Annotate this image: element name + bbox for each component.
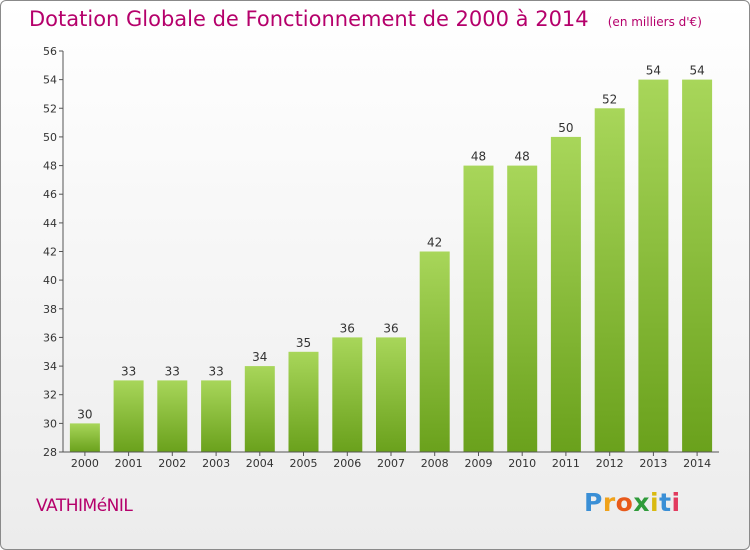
y-tick-label-42: 42: [43, 246, 57, 259]
x-tick-label-2006: 2006: [333, 457, 361, 470]
x-tick-label-2007: 2007: [377, 457, 405, 470]
data-label-2008: 42: [427, 236, 442, 250]
bar-2000: [69, 423, 100, 452]
bar-2012: [594, 108, 625, 453]
x-tick-label-2013: 2013: [639, 457, 667, 470]
bar-2001: [113, 380, 144, 452]
y-tick-label-48: 48: [43, 160, 57, 173]
data-label-2006: 36: [340, 321, 355, 335]
data-label-2003: 33: [208, 364, 223, 378]
y-tick-label-38: 38: [43, 303, 57, 316]
chart-subtitle: (en milliers d'€): [607, 15, 702, 29]
bar-2004: [244, 366, 275, 452]
x-tick-label-2008: 2008: [421, 457, 449, 470]
data-label-2009: 48: [471, 150, 486, 164]
data-label-2002: 33: [165, 364, 180, 378]
x-tick-label-2014: 2014: [683, 457, 711, 470]
axes-group: 2000 2001 2002 2003 2004 2005 2006 2007 2008 2009…: [43, 45, 719, 470]
bars-group: 30 33 33 33 34 35 36 36 42 48 48 50 52 54 54: [69, 64, 713, 453]
data-label-2007: 36: [383, 321, 398, 335]
y-tick-label-40: 40: [43, 274, 57, 287]
data-label-2011: 50: [558, 121, 573, 135]
y-tick-label-54: 54: [43, 74, 57, 87]
x-tick-label-2001: 2001: [115, 457, 143, 470]
chart-title-row: Dotation Globale de Fonctionnement de 20…: [29, 7, 702, 31]
x-tick-label-2011: 2011: [552, 457, 580, 470]
y-tick-label-46: 46: [43, 188, 57, 201]
data-label-2012: 52: [602, 92, 617, 106]
y-tick-label-50: 50: [43, 131, 57, 144]
data-label-2005: 35: [296, 336, 311, 350]
x-tick-label-2000: 2000: [71, 457, 99, 470]
bar-2007: [376, 337, 406, 452]
y-tick-label-44: 44: [43, 217, 57, 230]
data-label-2010: 48: [515, 150, 530, 164]
data-label-2001: 33: [121, 364, 136, 378]
x-tick-label-2004: 2004: [246, 457, 274, 470]
x-tick-label-2012: 2012: [596, 457, 624, 470]
bar-2010: [507, 165, 538, 452]
bar-2006: [332, 337, 363, 452]
y-tick-label-32: 32: [43, 389, 57, 402]
x-tick-label-2005: 2005: [290, 457, 318, 470]
bar-2013: [638, 79, 669, 452]
data-label-2004: 34: [252, 350, 267, 364]
x-tick-label-2010: 2010: [508, 457, 536, 470]
y-tick-label-56: 56: [43, 45, 57, 58]
data-label-2014: 54: [689, 64, 704, 78]
bar-2009: [463, 165, 494, 452]
y-tick-label-52: 52: [43, 102, 57, 115]
y-tick-label-34: 34: [43, 360, 57, 373]
x-tick-label-2009: 2009: [465, 457, 493, 470]
y-tick-label-28: 28: [43, 446, 57, 459]
bar-2011: [550, 136, 581, 452]
bar-2014: [682, 79, 713, 452]
y-tick-label-30: 30: [43, 417, 57, 430]
data-label-2013: 54: [646, 64, 661, 78]
x-tick-label-2003: 2003: [202, 457, 230, 470]
data-label-2000: 30: [77, 407, 92, 421]
bar-2002: [157, 380, 188, 452]
bar-2008: [419, 251, 450, 452]
proxiti-logo: Proxiti: [584, 488, 681, 517]
chart-title: Dotation Globale de Fonctionnement de 20…: [29, 7, 589, 31]
x-tick-label-2002: 2002: [158, 457, 186, 470]
commune-name: VATHIMéNIL: [36, 496, 133, 516]
bar-2005: [288, 351, 319, 453]
y-tick-label-36: 36: [43, 331, 57, 344]
bar-2003: [201, 380, 232, 452]
